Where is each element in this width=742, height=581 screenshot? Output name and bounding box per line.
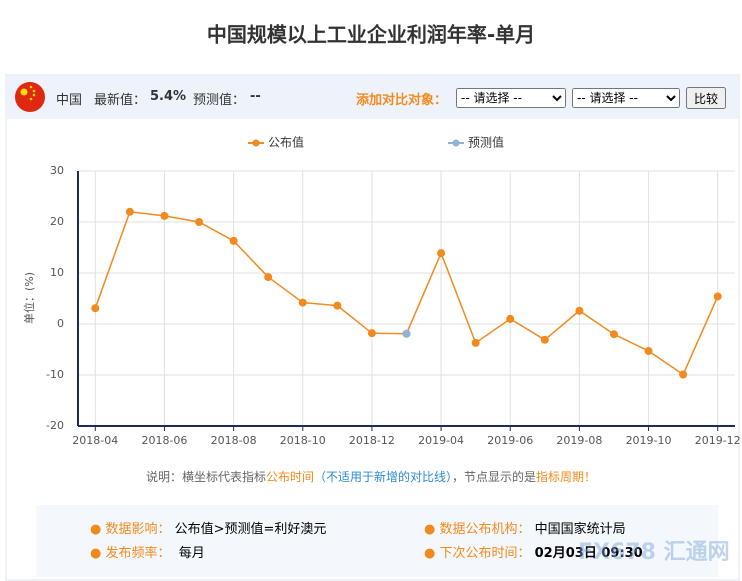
legend-label: 预测值 — [468, 135, 504, 150]
info-row: ● 数据影响： 公布值>预测值=利好澳元 — [90, 522, 327, 537]
y-axis-label: 单位：(%) — [22, 272, 36, 324]
info-row: ● 数据公布机构： 中国国家统计局 — [424, 522, 626, 537]
legend-marker — [252, 139, 260, 147]
data-point — [540, 335, 549, 344]
data-point — [160, 211, 169, 220]
y-tick-label: 0 — [57, 317, 64, 330]
data-point — [679, 370, 688, 379]
chart-title: 中国规模以上工业企业利润年率-单月 — [207, 23, 535, 47]
x-tick-label: 2019-08 — [556, 434, 602, 447]
y-tick-label: 30 — [50, 164, 64, 177]
info-value: 02月03日 09:30 — [534, 546, 643, 561]
note: 说明：横坐标代表指标公布时间（不适用于新增的对比线），节点显示的是指标周期！ — [0, 468, 742, 485]
forecast-label: 预测值： — [193, 93, 246, 108]
note-text: 说明：横坐标代表指标 — [145, 470, 266, 484]
info-value: 中国国家统计局 — [534, 522, 626, 537]
latest-label: 最新值： — [94, 93, 147, 108]
flag-star — [32, 93, 36, 97]
latest-value: 5.4% — [150, 89, 187, 104]
x-tick-label: 2018-08 — [211, 434, 257, 447]
data-point — [333, 301, 342, 310]
data-point — [575, 306, 584, 315]
data-point — [713, 292, 722, 301]
y-tick-label: -10 — [46, 368, 64, 381]
select[interactable]: -- 请选择 -- — [456, 88, 566, 108]
flag-star — [29, 97, 33, 101]
info-label: 发布频率： — [105, 546, 171, 561]
compare-label: 添加对比对象： — [356, 93, 448, 108]
info-label: 数据公布机构： — [439, 522, 531, 537]
panel — [5, 74, 740, 581]
note-text: （不适用于新增的对比线） — [313, 470, 452, 484]
info-value: 每月 — [178, 546, 205, 561]
note-text: ，节点显示的是 — [452, 470, 537, 484]
legend-label: 公布值 — [268, 135, 304, 150]
data-point — [125, 207, 134, 216]
x-tick-label: 2019-06 — [487, 434, 533, 447]
select[interactable]: -- 请选择 -- — [572, 88, 680, 108]
country: 中国 — [56, 93, 83, 108]
flag-star — [32, 89, 36, 93]
forecast-value: -- — [250, 89, 261, 104]
flag-star — [29, 85, 33, 89]
y-tick-label: 10 — [50, 266, 64, 279]
info-label: 下次公布时间： — [439, 546, 531, 561]
data-point — [195, 218, 204, 226]
flag-star — [20, 88, 28, 96]
data-point — [644, 347, 653, 356]
note-text: 公布时间 — [265, 470, 314, 484]
x-tick-label: 2018-10 — [280, 434, 326, 447]
legend-marker — [452, 139, 460, 147]
x-tick-label: 2018-12 — [349, 434, 395, 447]
compare-button[interactable]: 比较 — [686, 87, 727, 109]
y-tick-label: -20 — [46, 419, 64, 432]
x-tick-label: 2019-04 — [418, 434, 464, 447]
info-value: 公布值>预测值=利好澳元 — [174, 522, 327, 537]
data-point — [506, 314, 515, 323]
data-point — [367, 329, 376, 338]
info-row: ● 下次公布时间： 02月03日 09:30 — [424, 546, 643, 561]
y-tick-label: 20 — [50, 215, 64, 228]
info-box — [36, 505, 718, 577]
info-label: 数据影响： — [105, 522, 171, 537]
data-point — [609, 330, 618, 339]
x-tick-label: 2019-10 — [626, 434, 672, 447]
note-text: 指标周期！ — [536, 470, 597, 484]
data-point — [402, 329, 411, 338]
data-point — [471, 338, 480, 347]
data-point — [264, 273, 273, 282]
x-tick-label: 2019-12 — [695, 434, 741, 447]
x-tick-label: 2018-06 — [141, 434, 187, 447]
data-point — [91, 304, 100, 313]
data-point — [437, 249, 446, 258]
data-point — [229, 236, 238, 245]
x-tick-label: 2018-04 — [72, 434, 118, 447]
info-row: ● 发布频率： 每月 — [90, 546, 205, 561]
data-point — [298, 298, 307, 307]
watermark: FX678 汇通网 — [578, 540, 730, 565]
